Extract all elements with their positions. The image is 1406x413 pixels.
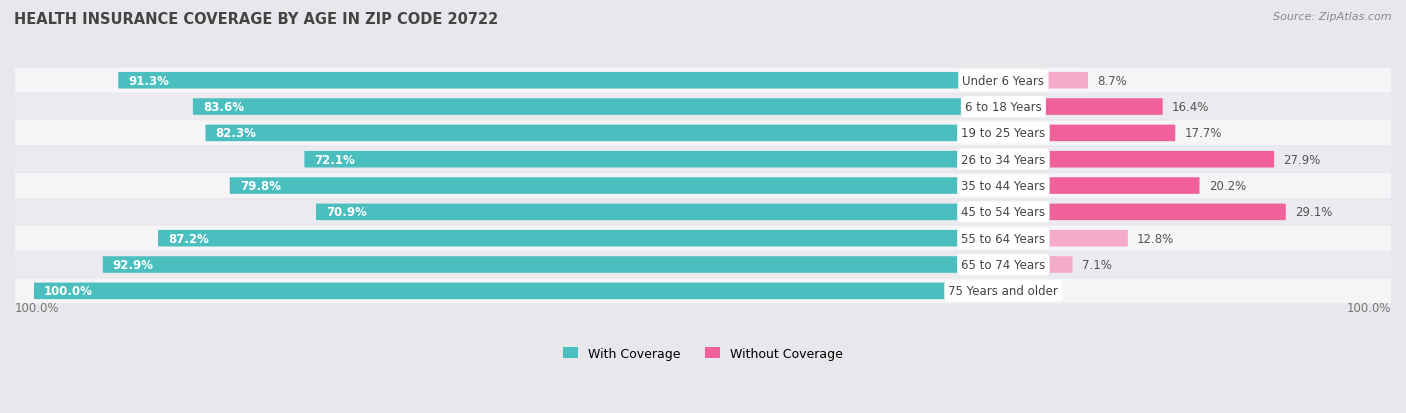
Text: 100.0%: 100.0% <box>44 285 93 298</box>
Text: 19 to 25 Years: 19 to 25 Years <box>962 127 1046 140</box>
FancyBboxPatch shape <box>229 178 1004 195</box>
Text: 82.3%: 82.3% <box>215 127 256 140</box>
Text: 70.9%: 70.9% <box>326 206 367 219</box>
FancyBboxPatch shape <box>15 200 1391 225</box>
FancyBboxPatch shape <box>157 230 1004 247</box>
FancyBboxPatch shape <box>1002 256 1073 273</box>
FancyBboxPatch shape <box>1002 73 1088 89</box>
FancyBboxPatch shape <box>15 121 1391 146</box>
FancyBboxPatch shape <box>205 125 1004 142</box>
Text: 12.8%: 12.8% <box>1137 232 1174 245</box>
FancyBboxPatch shape <box>15 226 1391 251</box>
Text: 27.9%: 27.9% <box>1284 153 1320 166</box>
Text: HEALTH INSURANCE COVERAGE BY AGE IN ZIP CODE 20722: HEALTH INSURANCE COVERAGE BY AGE IN ZIP … <box>14 12 498 27</box>
Text: 87.2%: 87.2% <box>169 232 209 245</box>
Text: Source: ZipAtlas.com: Source: ZipAtlas.com <box>1274 12 1392 22</box>
Text: 6 to 18 Years: 6 to 18 Years <box>965 101 1042 114</box>
FancyBboxPatch shape <box>118 73 1004 89</box>
Text: 75 Years and older: 75 Years and older <box>949 285 1059 298</box>
FancyBboxPatch shape <box>193 99 1004 116</box>
Text: 17.7%: 17.7% <box>1185 127 1222 140</box>
Legend: With Coverage, Without Coverage: With Coverage, Without Coverage <box>562 347 844 360</box>
Text: 29.1%: 29.1% <box>1295 206 1333 219</box>
Text: 100.0%: 100.0% <box>1347 302 1391 315</box>
Text: 8.7%: 8.7% <box>1098 74 1128 88</box>
Text: 72.1%: 72.1% <box>315 153 356 166</box>
Text: 0.0%: 0.0% <box>1014 285 1043 298</box>
Text: 45 to 54 Years: 45 to 54 Years <box>962 206 1046 219</box>
Text: 91.3%: 91.3% <box>128 74 169 88</box>
Text: 55 to 64 Years: 55 to 64 Years <box>962 232 1046 245</box>
FancyBboxPatch shape <box>1002 99 1163 116</box>
FancyBboxPatch shape <box>1002 125 1175 142</box>
Text: 83.6%: 83.6% <box>202 101 245 114</box>
FancyBboxPatch shape <box>1002 178 1199 195</box>
Text: 92.9%: 92.9% <box>112 259 153 271</box>
FancyBboxPatch shape <box>15 252 1391 278</box>
Text: 100.0%: 100.0% <box>15 302 59 315</box>
FancyBboxPatch shape <box>1002 230 1128 247</box>
Text: 79.8%: 79.8% <box>240 180 281 192</box>
Text: 7.1%: 7.1% <box>1081 259 1112 271</box>
FancyBboxPatch shape <box>15 147 1391 172</box>
Text: 16.4%: 16.4% <box>1173 101 1209 114</box>
FancyBboxPatch shape <box>304 152 1004 168</box>
FancyBboxPatch shape <box>1002 152 1274 168</box>
Text: 35 to 44 Years: 35 to 44 Years <box>962 180 1046 192</box>
Text: 20.2%: 20.2% <box>1209 180 1246 192</box>
FancyBboxPatch shape <box>316 204 1004 221</box>
FancyBboxPatch shape <box>15 279 1391 304</box>
Text: 65 to 74 Years: 65 to 74 Years <box>962 259 1046 271</box>
FancyBboxPatch shape <box>15 69 1391 93</box>
FancyBboxPatch shape <box>15 95 1391 120</box>
FancyBboxPatch shape <box>103 256 1004 273</box>
Text: Under 6 Years: Under 6 Years <box>962 74 1045 88</box>
Text: 26 to 34 Years: 26 to 34 Years <box>962 153 1046 166</box>
FancyBboxPatch shape <box>34 283 1004 299</box>
FancyBboxPatch shape <box>15 173 1391 199</box>
FancyBboxPatch shape <box>1002 204 1285 221</box>
